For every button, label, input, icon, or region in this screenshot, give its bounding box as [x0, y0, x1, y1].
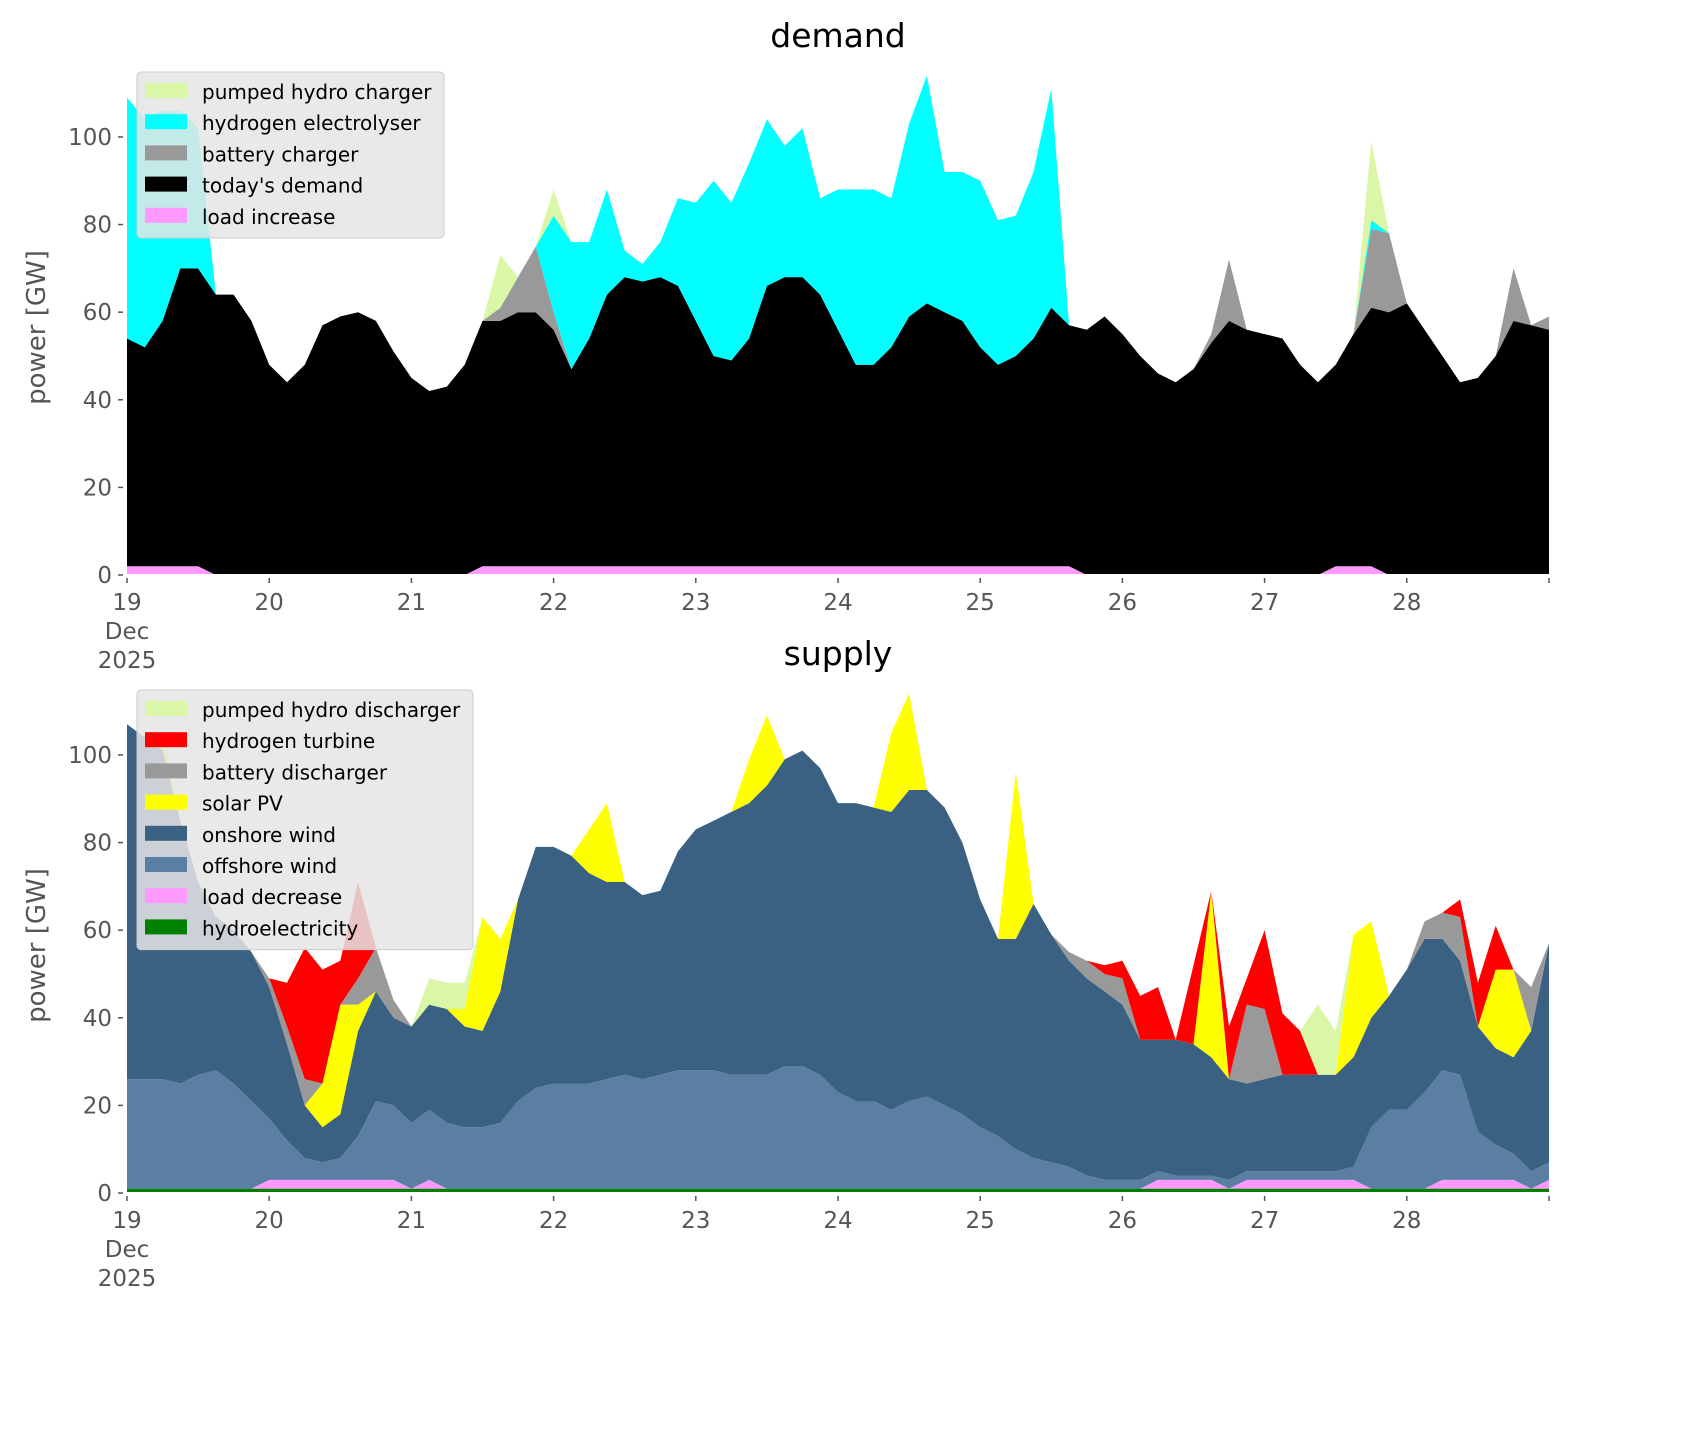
legend-label: onshore wind [202, 823, 336, 847]
x-tick-label: 25 [966, 590, 995, 616]
legend-swatch [145, 919, 187, 935]
area-hydroelectricity [127, 1188, 1549, 1193]
x-tick-label: 24 [823, 1208, 852, 1234]
axes: 0 20 40 60 80 100 19 Dec 2025 20 21 22 23 24 25 26 27 28 [68, 125, 1550, 674]
area-load-increase [127, 566, 1549, 575]
y-tick-label: 20 [83, 475, 112, 501]
area-layers [127, 693, 1549, 1193]
x-tick-label: Dec [105, 1237, 150, 1263]
legend-item-offshore-wind: offshore wind [145, 854, 337, 878]
legend-box [136, 71, 445, 239]
legend-item-pumped-hydro-charger: pumped hydro charger [145, 80, 432, 104]
area-load-decrease [127, 1179, 1549, 1189]
legend-label: offshore wind [202, 854, 337, 878]
y-tick-label: 100 [68, 125, 112, 151]
x-tick-label: 27 [1250, 1208, 1279, 1234]
legend: pumped hydro charger hydrogen electrolyse… [136, 71, 445, 239]
x-tick-label: 28 [1392, 590, 1421, 616]
x-tick-label: Dec [105, 619, 150, 645]
legend-swatch [145, 732, 187, 748]
supply-chart: supply power [GW] 02040608010019Dec20252… [22, 634, 1550, 1292]
legend-item-battery-discharger: battery discharger [145, 760, 388, 784]
legend-swatch [145, 825, 187, 841]
legend-label: hydroelectricity [202, 916, 358, 940]
x-tick-label: 23 [681, 590, 710, 616]
chart-title: demand [770, 16, 905, 55]
legend-label: battery charger [202, 142, 359, 166]
x-tick-label: 23 [681, 1208, 710, 1234]
legend-label: today's demand [202, 174, 363, 198]
x-tick-label: 21 [397, 1208, 426, 1234]
y-tick-label: 60 [83, 918, 112, 944]
legend-label: load increase [202, 205, 335, 229]
demand-chart: demand power [GW] 02040608010019Dec20252… [22, 16, 1550, 674]
y-axis-label: power [GW] [22, 868, 52, 1023]
y-tick-label: 0 [97, 563, 112, 589]
legend-label: pumped hydro discharger [202, 698, 461, 722]
y-tick-label: 100 [68, 743, 112, 769]
legend-label: load decrease [202, 885, 342, 909]
area-hydrogen-electrolyser [127, 75, 1549, 391]
area-today-s-demand [127, 268, 1549, 575]
legend-swatch [145, 83, 187, 98]
legend-item-onshore-wind: onshore wind [145, 823, 336, 847]
legend: pumped hydro discharger hydrogen turbine b… [136, 689, 474, 951]
legend-label: solar PV [202, 792, 283, 816]
legend-item-load-decrease: load decrease [145, 885, 342, 909]
x-tick-label: 21 [397, 590, 426, 616]
legend-swatch [145, 763, 187, 779]
area-hydrogen-turbine [127, 693, 1549, 1084]
x-tick-label: 19 [112, 590, 141, 616]
legend-item-hydrogen-turbine: hydrogen turbine [145, 729, 375, 753]
legend-swatch [145, 794, 187, 810]
axes: 0 20 40 60 80 100 19 Dec 2025 20 21 22 23 24 25 26 27 28 [68, 743, 1550, 1292]
legend-box [136, 689, 474, 951]
legend-swatch [145, 888, 187, 904]
legend-item-today-s-demand: today's demand [145, 174, 363, 198]
legend-swatch [145, 701, 187, 716]
area-offshore-wind [127, 1066, 1549, 1189]
x-tick-label: 28 [1392, 1208, 1421, 1234]
legend-label: hydrogen electrolyser [202, 111, 421, 135]
legend-label: pumped hydro charger [202, 80, 432, 104]
legend-label: hydrogen turbine [202, 729, 375, 753]
x-tick-label: 19 [112, 1208, 141, 1234]
area-layers [127, 75, 1549, 575]
legend-label: battery discharger [202, 760, 388, 784]
y-tick-label: 80 [83, 213, 112, 239]
x-tick-label: 22 [539, 590, 568, 616]
legend-item-load-increase: load increase [145, 205, 335, 229]
x-tick-label: 26 [1108, 1208, 1137, 1234]
x-tick-label: 27 [1250, 590, 1279, 616]
x-tick-label: 20 [255, 1208, 284, 1234]
y-tick-label: 40 [83, 1006, 112, 1032]
y-tick-label: 80 [83, 831, 112, 857]
legend-swatch [145, 207, 187, 223]
legend-swatch [145, 145, 187, 161]
legend-swatch [145, 176, 187, 192]
x-tick-label: 26 [1108, 590, 1137, 616]
x-tick-label: 22 [539, 1208, 568, 1234]
x-tick-label: 2025 [98, 1266, 157, 1292]
y-tick-label: 40 [83, 388, 112, 414]
area-onshore-wind [127, 724, 1549, 1180]
x-tick-label: 20 [255, 590, 284, 616]
x-tick-label: 2025 [98, 648, 157, 674]
x-tick-label: 24 [823, 590, 852, 616]
y-tick-label: 60 [83, 300, 112, 326]
x-tick-label: 25 [966, 1208, 995, 1234]
y-tick-label: 20 [83, 1093, 112, 1119]
legend-item-battery-charger: battery charger [145, 142, 359, 166]
legend-item-hydrogen-electrolyser: hydrogen electrolyser [145, 111, 421, 135]
y-axis-label: power [GW] [22, 250, 52, 405]
legend-item-hydroelectricity: hydroelectricity [145, 916, 358, 940]
legend-item-solar-pv: solar PV [145, 792, 283, 816]
legend-swatch [145, 114, 187, 130]
legend-item-pumped-hydro-discharger: pumped hydro discharger [145, 698, 461, 722]
area-solar-pv [127, 693, 1549, 1128]
legend-swatch [145, 857, 187, 872]
y-tick-label: 0 [97, 1181, 112, 1207]
chart-title: supply [784, 634, 893, 673]
